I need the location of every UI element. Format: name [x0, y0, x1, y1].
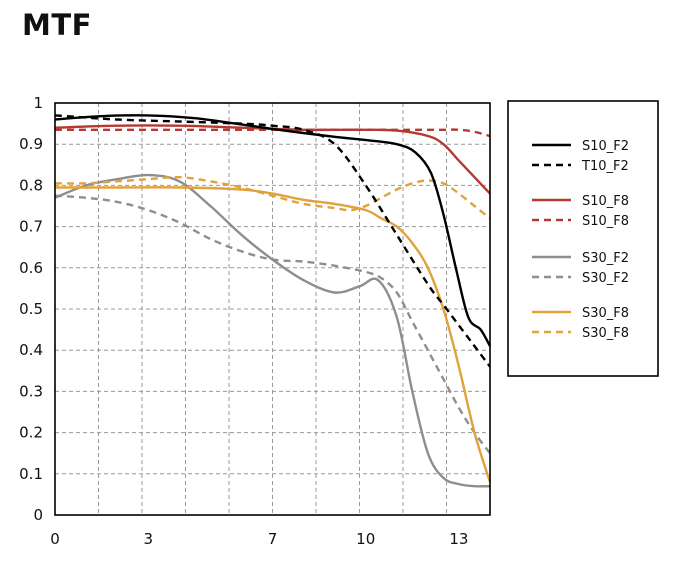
legend-label-s10-f8: S10_F8 [582, 194, 629, 209]
y-tick-label: 0.8 [19, 176, 43, 194]
series-line-s30-f2-solid [54, 173, 491, 488]
series-lines [54, 114, 492, 488]
legend-label-s30-f2: S30_F2 [582, 271, 629, 286]
y-tick-label: 0.7 [19, 218, 43, 236]
y-tick-label: 0 [33, 506, 43, 524]
chart-title: MTF [22, 8, 92, 42]
y-tick-label: 0.1 [19, 465, 43, 483]
x-axis-tick-labels: 0 3 7 10 13 [50, 530, 468, 548]
series-line-s30-f8-solid [55, 186, 492, 483]
y-tick-label: 0.4 [19, 341, 43, 359]
legend-label-s30-f8: S30_F8 [582, 306, 629, 321]
legend-label-s10-f2: S10_F2 [582, 139, 629, 154]
series-line-s10-f2-solid [54, 114, 492, 347]
legend-label-s10-f8: S10_F8 [582, 214, 629, 229]
y-tick-label: 0.9 [19, 135, 43, 153]
x-tick-label: 13 [449, 530, 468, 548]
x-tick-label: 3 [143, 530, 153, 548]
x-tick-label: 0 [50, 530, 60, 548]
y-tick-label: 0.2 [19, 424, 43, 442]
x-tick-label: 7 [268, 530, 278, 548]
plot-frame [54, 102, 491, 516]
x-tick-label: 10 [356, 530, 375, 548]
grid-lines [55, 103, 490, 515]
y-tick-label: 0.6 [19, 259, 43, 277]
legend-frame [507, 100, 659, 377]
legend: S10_F2 T10_F2 S10_F8 S10_F8 S30_F2 S30_F2 S30_… [507, 100, 659, 377]
series-line-s10-f8-solid [54, 124, 491, 195]
legend-label-t10-f2: T10_F2 [581, 159, 629, 174]
legend-label-s30-f2: S30_F2 [582, 251, 629, 266]
y-tick-label: 0.5 [19, 300, 43, 318]
y-tick-label: 1 [33, 94, 43, 112]
series-line-s30-f2-dashed [54, 194, 491, 454]
y-axis-tick-labels: 0 0.1 0.2 0.3 0.4 0.5 0.6 0.7 0.8 0.9 1 [19, 94, 43, 524]
series-line-s30-f8-dashed [54, 175, 491, 220]
legend-label-s30-f8: S30_F8 [582, 326, 629, 341]
y-tick-label: 0.3 [19, 382, 43, 400]
